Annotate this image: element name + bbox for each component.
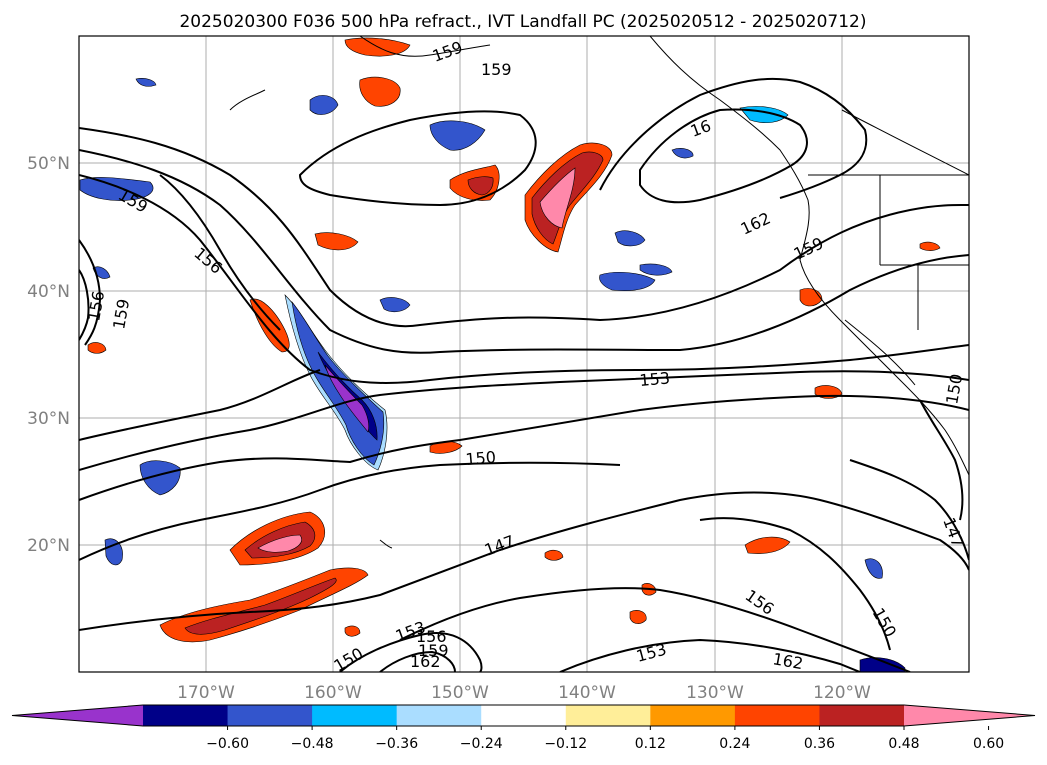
longitude-labels: 170°W 160°W 150°W 140°W 130°W 120°W [177, 683, 871, 703]
colorbar-segment [819, 705, 905, 726]
lon-label-160w: 160°W [304, 683, 362, 703]
colorbar-segment [143, 705, 229, 726]
colorbar-tick-label: −0.24 [460, 736, 503, 752]
map-border [78, 35, 970, 673]
colorbar-extend-low [12, 705, 143, 726]
colorbar-tick-label: 0.12 [635, 736, 666, 752]
contour-label: 162 [771, 649, 804, 673]
colorbar-tick-label: 0.60 [973, 736, 1004, 752]
lon-label-120w: 120°W [813, 683, 871, 703]
colorbar-segment [481, 705, 567, 726]
colorbar-segment [734, 705, 820, 726]
colorbar-tick-label: −0.48 [291, 736, 334, 752]
lat-label-40: 40°N [27, 282, 70, 302]
coastlines [229, 36, 969, 549]
negative-shading [79, 78, 906, 672]
lon-label-140w: 140°W [558, 683, 616, 703]
lat-label-50: 50°N [27, 154, 70, 174]
colorbar-segment [650, 705, 736, 726]
colorbar-tick-label: 0.36 [804, 736, 835, 752]
colorbar-extend-high [904, 705, 1035, 726]
colorbar: −0.60 −0.48 −0.36 −0.24 −0.12 0.12 0.24 0.36 0.4… [11, 704, 1036, 752]
contour-label: 162 [410, 652, 441, 671]
colorbar-tick-label: 0.24 [719, 736, 750, 752]
contour-label: 159 [418, 641, 449, 660]
contour-label: 150 [465, 447, 497, 469]
contour-label: 156 [416, 627, 447, 646]
colorbar-segment [565, 705, 651, 726]
positive-shading [87, 37, 941, 643]
contour-label: 159 [481, 60, 512, 79]
latitude-labels: 50°N 40°N 30°N 20°N [27, 154, 70, 556]
colorbar-tick-label: −0.36 [375, 736, 418, 752]
colorbar-outline [11, 704, 1036, 727]
colorbar-segment [396, 705, 482, 726]
colorbar-segment [227, 705, 313, 726]
map-title: 2025020300 F036 500 hPa refract., IVT La… [179, 12, 866, 32]
height-contours [79, 77, 969, 672]
colorbar-segment [312, 705, 398, 726]
lat-label-30: 30°N [27, 409, 70, 429]
contour-label: 153 [639, 368, 671, 390]
lon-label-130w: 130°W [686, 683, 744, 703]
colorbar-tick-label: 0.48 [888, 736, 919, 752]
lat-label-20: 20°N [27, 536, 70, 556]
colorbar-tick-label: −0.60 [206, 736, 249, 752]
lon-label-170w: 170°W [177, 683, 235, 703]
lon-label-150w: 150°W [431, 683, 489, 703]
colorbar-tick-label: −0.12 [544, 736, 587, 752]
map-panel: 159 159 16 159 156 156 159 162 159 153 1… [78, 35, 970, 673]
